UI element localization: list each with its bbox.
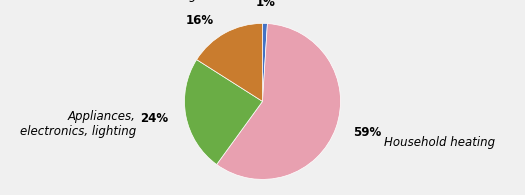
Text: 16%: 16% [186, 14, 214, 27]
Text: Household heating: Household heating [384, 136, 495, 149]
Text: 59%: 59% [353, 126, 381, 139]
Text: Appliances,
electronics, lighting: Appliances, electronics, lighting [20, 110, 136, 138]
Wedge shape [262, 23, 267, 101]
Wedge shape [217, 24, 341, 179]
Text: 24%: 24% [140, 112, 168, 125]
Text: 1%: 1% [256, 0, 275, 9]
Wedge shape [197, 23, 262, 101]
Text: Water heating: Water heating [113, 0, 196, 2]
Wedge shape [184, 60, 262, 165]
